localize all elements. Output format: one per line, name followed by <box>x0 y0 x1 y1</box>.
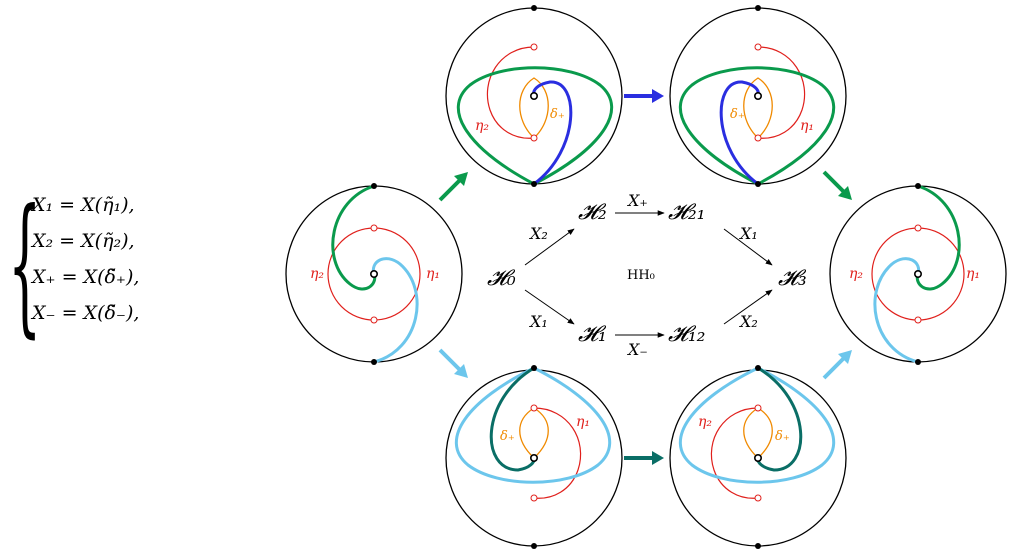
disk-bottom-right: η₂ δ₊ <box>669 365 847 549</box>
disk-top-left: η₂ δ₊ <box>445 5 623 187</box>
label-eta2-top-left: η₂ <box>475 118 489 134</box>
node-h0: 𝓗₀ <box>487 266 516 291</box>
delta-loop-bottom-right <box>743 407 773 459</box>
edge-label-x1-left: X₁ <box>528 312 548 331</box>
edge-h0-h2 <box>524 228 575 266</box>
arrow-lightblue-right <box>838 350 852 364</box>
disk-bottom-left: η₁ δ₊ <box>445 365 623 549</box>
arrow-teal-bottom <box>652 451 664 465</box>
lightblue-loop-bottom-right <box>679 366 836 484</box>
node-h21: 𝓗₂₁ <box>668 200 705 225</box>
green-loop-top-right <box>679 66 836 186</box>
label-delta-bottom-right: δ₊ <box>775 429 790 444</box>
arrow-blue-top <box>652 89 664 103</box>
delta-loop-bottom-left <box>519 407 549 459</box>
equation-xplus: X₊ = X(δ̃₊), <box>32 266 140 288</box>
edge-label-x2-right: X₂ <box>738 312 758 331</box>
lightblue-arc-right <box>873 257 921 364</box>
arrow-green-right <box>838 186 852 200</box>
edge-label-xminus: X₋ <box>626 340 648 359</box>
label-delta-bottom-left: δ₊ <box>500 429 515 444</box>
arrow-lightblue-left <box>454 364 468 378</box>
label-eta1-right: η₁ <box>966 266 980 282</box>
node-h3: 𝓗₃ <box>778 266 807 291</box>
lightblue-loop-bottom-left <box>455 366 612 484</box>
edge-h0-h1 <box>524 289 575 325</box>
center-label-hh0: HH₀ <box>627 268 655 283</box>
teal-arc-bottom-right <box>756 366 803 472</box>
disk-top-right: η₁ δ₊ <box>669 5 847 187</box>
label-eta1-left: η₁ <box>426 266 440 282</box>
delta-loop-top-left <box>519 77 549 139</box>
disk-right: η₂ η₁ <box>829 183 1007 365</box>
green-arc-right <box>915 184 961 291</box>
green-arc-left <box>331 184 377 291</box>
node-h2: 𝓗₂ <box>578 200 607 225</box>
node-h1: 𝓗₁ <box>578 322 607 347</box>
label-delta-top-left: δ₊ <box>550 107 565 122</box>
teal-arc-bottom-left <box>489 366 536 472</box>
equation-x1: X₁ = X(η̃₁), <box>32 194 135 216</box>
node-h12: 𝓗₁₂ <box>668 322 705 347</box>
label-eta1-bottom-left: η₁ <box>576 414 590 430</box>
equation-xminus: X₋ = X(δ̃₋), <box>32 302 140 324</box>
lightblue-arc-left <box>371 257 419 364</box>
edge-label-xplus: X₊ <box>626 191 648 210</box>
transition-arrows <box>438 89 852 465</box>
edge-label-x1-right: X₁ <box>738 224 758 243</box>
center-diagram: 𝓗₀ 𝓗₂ 𝓗₁ 𝓗₂₁ 𝓗₁₂ 𝓗₃ HH₀ X₂ X₁ X₊ X₋ X₁ X… <box>487 191 807 359</box>
label-eta2-left: η₂ <box>310 266 324 282</box>
label-delta-top-right: δ₊ <box>730 107 745 122</box>
blue-arc-top-right <box>719 80 760 186</box>
label-eta1-top-right: η₁ <box>800 118 814 134</box>
green-loop-top-left <box>456 66 613 186</box>
label-eta2-right: η₂ <box>849 266 863 282</box>
label-eta2-bottom-right: η₂ <box>698 414 712 430</box>
disk-left: η₂ η₁ <box>285 183 463 365</box>
equation-system: { X₁ = X(η̃₁), X₂ = X(η̃₂), X₊ = X(δ̃₊),… <box>8 190 198 350</box>
arrow-green-left <box>454 172 468 186</box>
edge-label-x2-left: X₂ <box>528 224 548 243</box>
equation-x2: X₂ = X(η̃₂), <box>32 230 135 252</box>
edge-h21-h3 <box>723 228 773 266</box>
left-brace: { <box>8 178 42 352</box>
delta-loop-top-right <box>743 77 773 139</box>
blue-arc-top-left <box>532 80 573 186</box>
edge-h12-h3 <box>723 289 773 325</box>
